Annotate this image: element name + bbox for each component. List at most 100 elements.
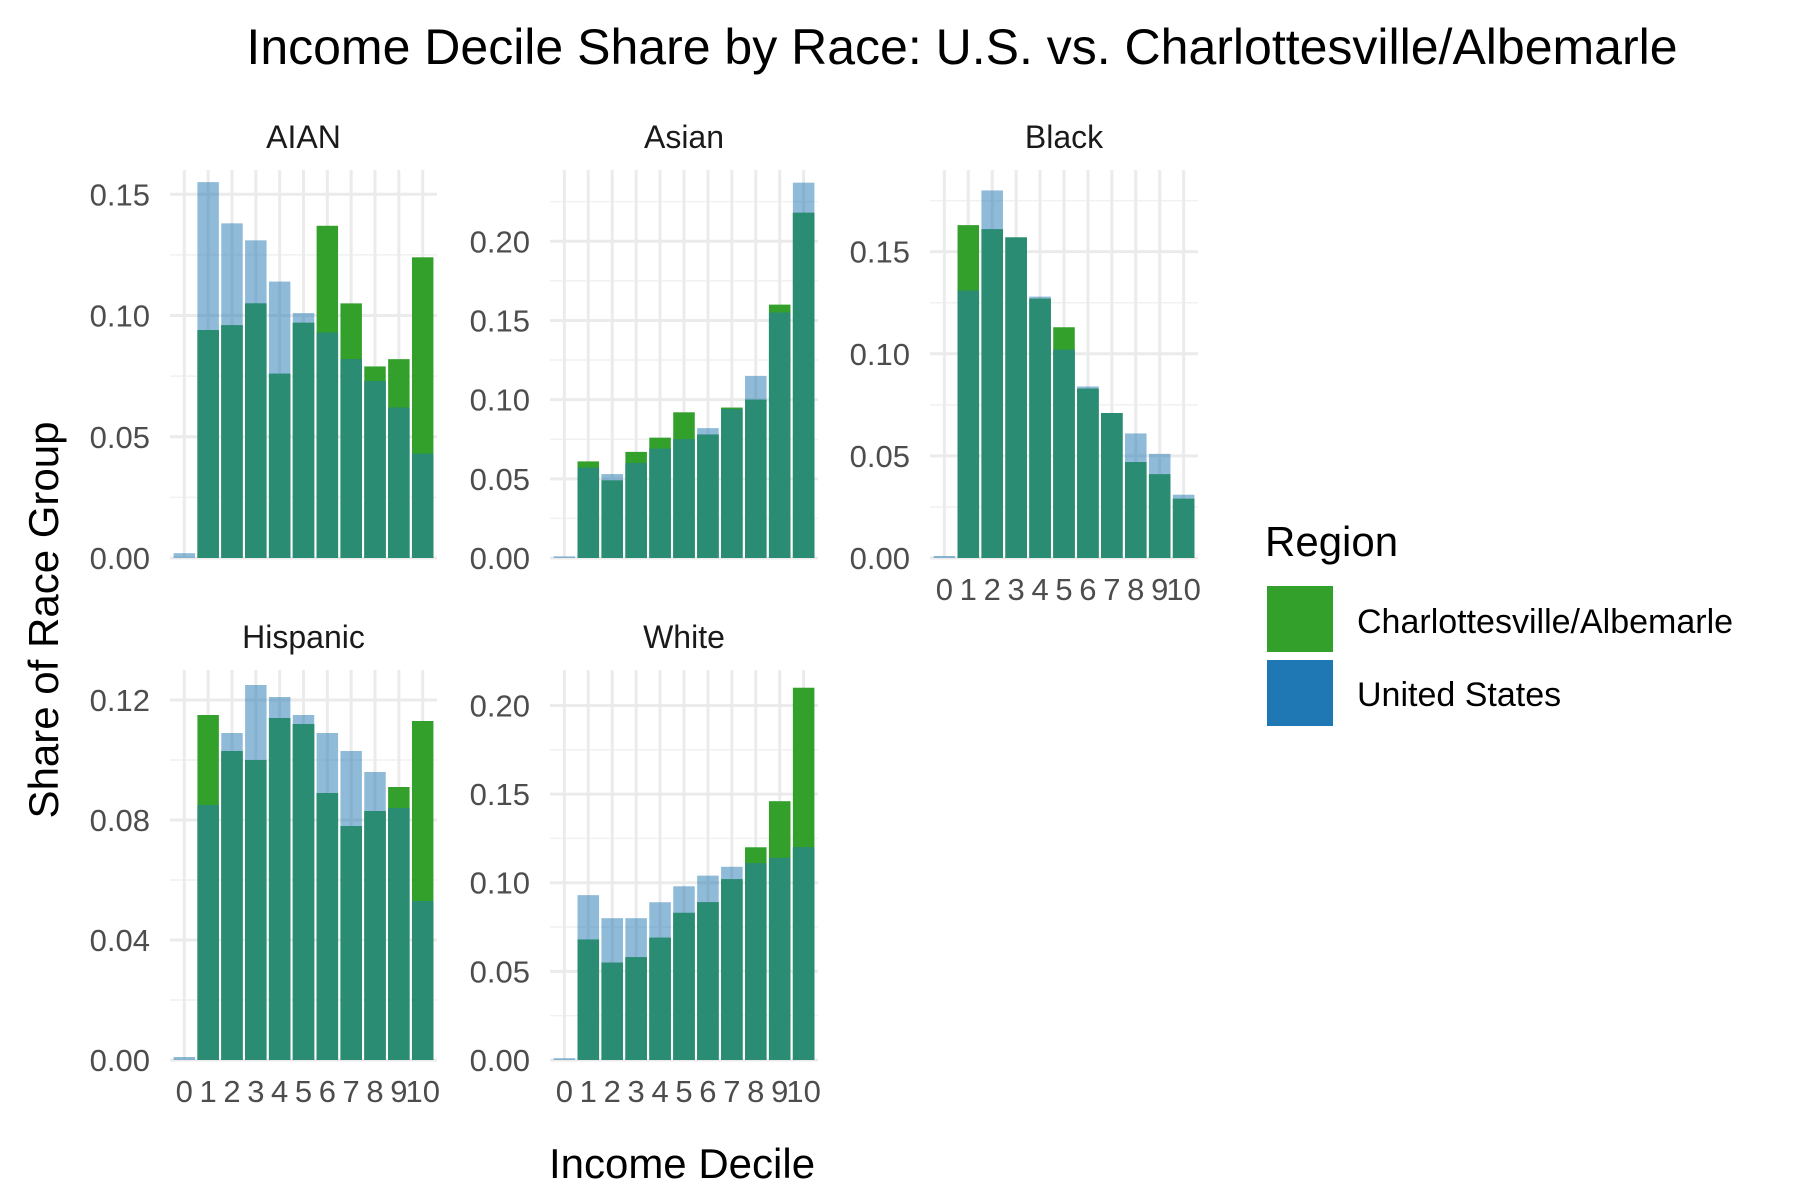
x-tick-label: 8: [366, 1074, 383, 1109]
bar-overlap: [792, 212, 815, 558]
x-tick-label: 9: [1151, 572, 1168, 607]
bar-overlap: [673, 439, 695, 558]
legend-title: Region: [1265, 518, 1398, 565]
bar-overlap: [1077, 388, 1099, 558]
y-tick-label: 0.00: [470, 541, 530, 576]
bar-overlap: [957, 290, 980, 558]
x-tick-label: 0: [936, 572, 953, 607]
bar-overlap: [364, 811, 386, 1060]
x-tick-label: 2: [604, 1074, 621, 1109]
facet-panel-white: White 0.00 0.05 0.10 0.15 0.20 0 1 2 3 4 5 6 7 8 910: [470, 619, 821, 1109]
legend-label-us: United States: [1357, 676, 1561, 714]
y-tick-label: 0.05: [850, 439, 910, 474]
bar-us: [553, 556, 576, 558]
bar-overlap: [197, 330, 219, 558]
bar-overlap: [1125, 462, 1147, 558]
bar-overlap: [245, 303, 267, 558]
bar-us: [173, 1057, 196, 1060]
y-tick-label: 0.05: [470, 954, 530, 989]
y-tick-label: 0.10: [90, 299, 150, 334]
x-tick-label: 9: [771, 1074, 788, 1109]
bar-overlap: [981, 229, 1003, 558]
bar-overlap: [697, 902, 719, 1060]
facet-title: Asian: [644, 119, 724, 155]
x-tick-label: 2: [984, 572, 1001, 607]
chart-title: Income Decile Share by Race: U.S. vs. Ch…: [246, 19, 1677, 75]
y-tick-label: 0.15: [90, 177, 150, 212]
y-tick-label: 0.05: [470, 462, 530, 497]
x-tick-label: 5: [675, 1074, 692, 1109]
bar-overlap: [292, 724, 315, 1060]
bar-overlap: [1172, 498, 1195, 558]
y-tick-label: 0.15: [470, 777, 530, 812]
bar-overlap: [221, 325, 243, 558]
x-tick-label: 1: [960, 572, 977, 607]
x-tick-label: 7: [1103, 572, 1120, 607]
bar-overlap: [649, 937, 671, 1060]
legend-swatch-local: [1267, 586, 1333, 652]
y-tick-label: 0.00: [850, 541, 910, 576]
bar-overlap: [268, 373, 291, 558]
bar-overlap: [364, 380, 386, 558]
y-tick-label: 0.10: [470, 866, 530, 901]
x-tick-label: 1: [580, 1074, 597, 1109]
bar-overlap: [649, 448, 671, 558]
y-tick-label: 0.08: [90, 803, 150, 838]
facet-panel-aian: AIAN 0.00 0.05 0.10 0.15: [90, 119, 437, 576]
bar-overlap: [792, 847, 815, 1060]
y-axis-label: Share of Race Group: [20, 422, 67, 819]
bar-overlap: [411, 453, 434, 558]
facet-title: White: [643, 619, 725, 655]
bar-overlap: [601, 480, 623, 558]
bar-us: [173, 553, 196, 558]
y-tick-label: 0.00: [90, 541, 150, 576]
y-tick-label: 0.20: [470, 224, 530, 259]
y-tick-label: 0.04: [90, 923, 150, 958]
x-tick-label: 4: [651, 1074, 668, 1109]
x-tick-label: 10: [786, 1074, 820, 1109]
facet-title: Hispanic: [242, 619, 365, 655]
x-tick-label: 0: [176, 1074, 193, 1109]
bar-overlap: [221, 751, 243, 1060]
x-tick-label: 5: [1055, 572, 1072, 607]
bar-overlap: [245, 760, 267, 1060]
x-tick-label: 7: [343, 1074, 360, 1109]
facet-title: AIAN: [266, 119, 341, 155]
legend: Region Charlottesville/Albemarle United …: [1265, 518, 1733, 726]
bar-overlap: [1029, 298, 1051, 558]
bar-overlap: [697, 434, 719, 558]
bar-overlap: [625, 462, 647, 558]
x-tick-label: 4: [271, 1074, 288, 1109]
x-tick-label: 6: [699, 1074, 716, 1109]
facet-title: Black: [1025, 119, 1104, 155]
y-tick-label: 0.00: [90, 1043, 150, 1078]
x-tick-label: 10: [405, 1074, 439, 1109]
facet-panels: AIAN 0.00 0.05 0.10 0.15 Asian 0.00 0.05 0.10 0.1…: [90, 119, 1201, 1109]
bar-overlap: [388, 808, 410, 1060]
bar-overlap: [601, 962, 623, 1060]
y-tick-label: 0.12: [90, 683, 150, 718]
bar-overlap: [340, 826, 362, 1060]
bar-overlap: [577, 939, 600, 1060]
facet-panel-asian: Asian 0.00 0.05 0.10 0.15 0.20: [470, 119, 818, 576]
bar-overlap: [768, 312, 791, 558]
x-tick-label: 7: [723, 1074, 740, 1109]
bar-overlap: [768, 857, 791, 1060]
x-tick-label: 6: [1079, 572, 1096, 607]
bar-overlap: [721, 879, 743, 1060]
y-tick-label: 0.05: [90, 420, 150, 455]
facet-panel-hispanic: Hispanic 0.00 0.04 0.08 0.12 0 1 2 3 4 5 6 7 8 910: [90, 619, 440, 1109]
y-tick-label: 0.15: [850, 235, 910, 270]
facet-panel-black: Black 0.00 0.05 0.10 0.15 0 1 2 3 4 5 6 7 8 910: [850, 119, 1201, 607]
y-tick-label: 0.10: [850, 337, 910, 372]
bar-us: [553, 1058, 576, 1060]
x-tick-label: 4: [1031, 572, 1048, 607]
bar-overlap: [268, 718, 291, 1060]
x-tick-label: 5: [295, 1074, 312, 1109]
x-tick-label: 0: [556, 1074, 573, 1109]
x-tick-label: 3: [628, 1074, 645, 1109]
bar-overlap: [411, 901, 434, 1060]
bar-overlap: [316, 793, 339, 1060]
x-tick-label: 6: [319, 1074, 336, 1109]
